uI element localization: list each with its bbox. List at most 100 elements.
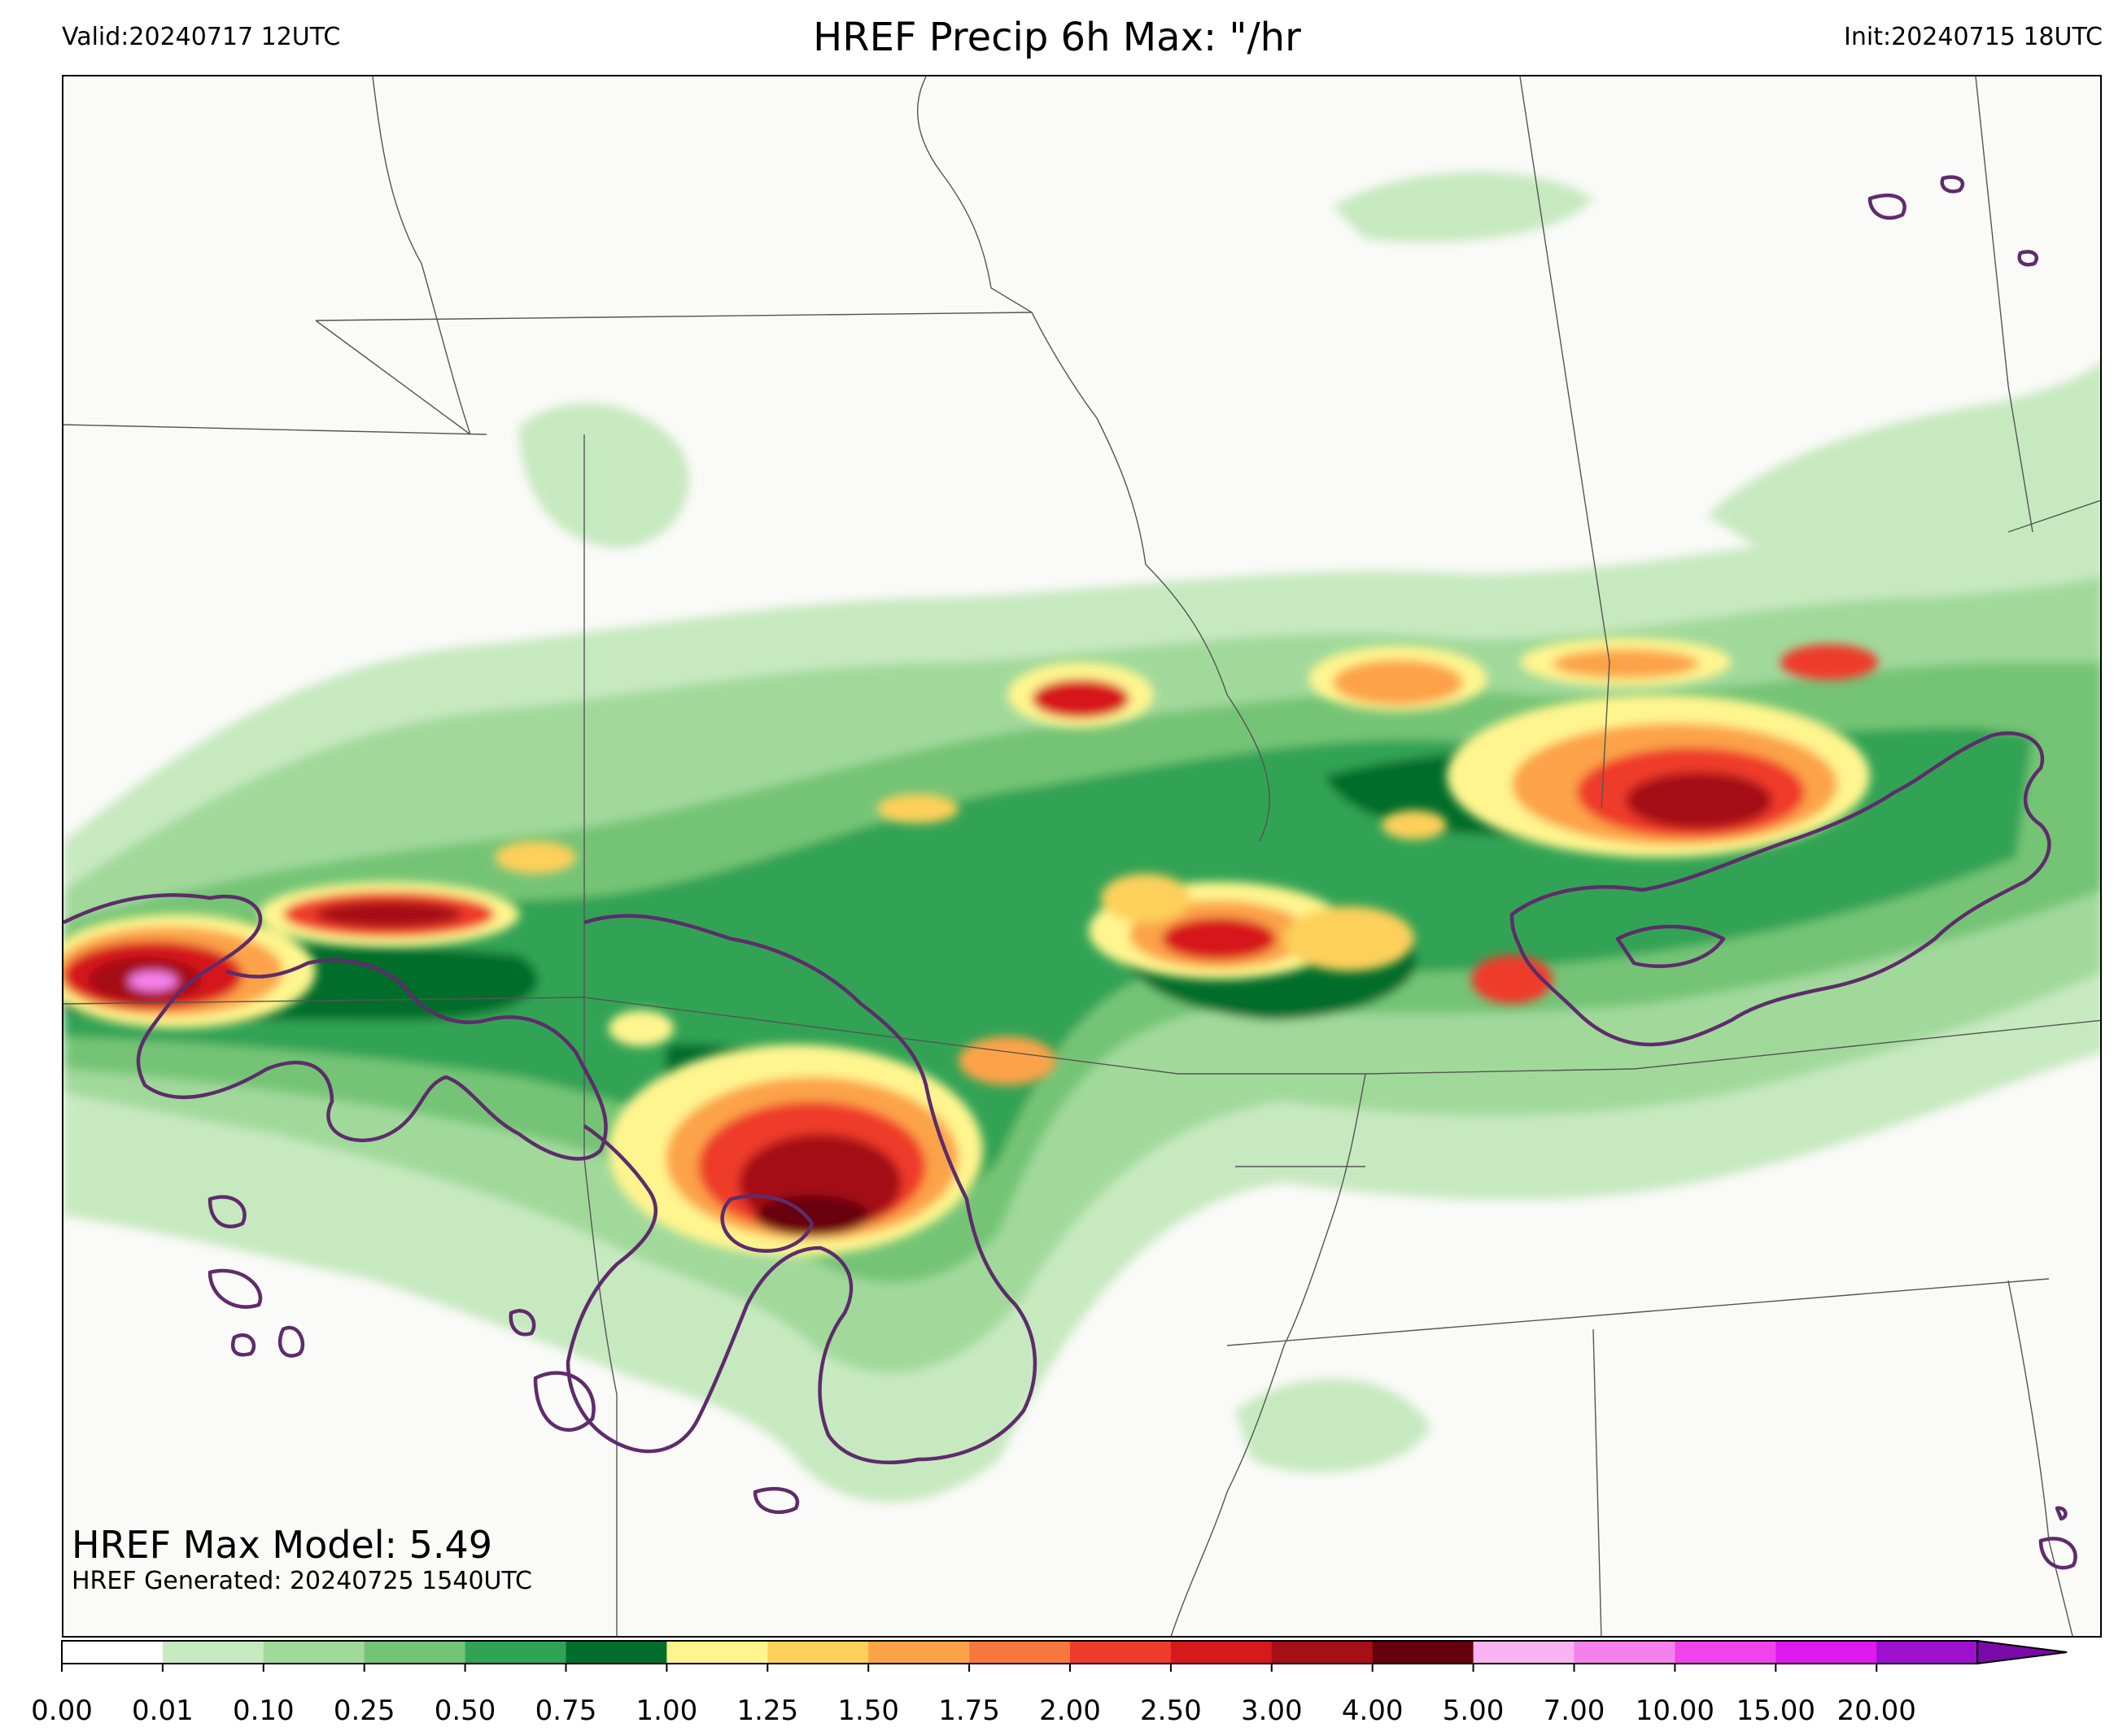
border-line	[916, 76, 1033, 313]
border-line	[1519, 76, 1610, 809]
colorbar-swatch	[1574, 1641, 1675, 1664]
border-line	[1975, 76, 2033, 533]
contour-small-9	[2038, 1537, 2077, 1570]
colorbar-swatch	[969, 1641, 1071, 1664]
cell-small-6	[609, 1010, 674, 1046]
colorbar-tick-label: 1.50	[837, 1695, 899, 1727]
colorbar-swatch	[1876, 1641, 1978, 1664]
colorbar-tick-label: 5.00	[1443, 1695, 1505, 1727]
cell-west-2c	[316, 901, 462, 927]
colorbar-swatch	[1675, 1641, 1776, 1664]
colorbar-tick-label: 0.75	[535, 1695, 597, 1727]
state-borders	[63, 76, 2100, 1636]
cell-small-4	[959, 1036, 1056, 1085]
border-line	[1031, 312, 1270, 842]
colorbar-tick-label: 20.00	[1837, 1695, 1916, 1727]
contour-small-3	[277, 1325, 305, 1358]
colorbar-swatch	[767, 1641, 869, 1664]
colorbar-tick-label: 0.01	[132, 1695, 194, 1727]
cell-small-1	[1101, 874, 1190, 923]
max-model-annotation: HREF Max Model: 5.49	[72, 1523, 493, 1567]
border-line	[583, 1158, 618, 1636]
border-line	[2007, 1280, 2073, 1636]
cell-small-7	[495, 841, 576, 874]
colorbar: 0.00 0.01 0.10 0.25 0.50 0.75 1.00 1.25 1.50 1.75…	[31, 1639, 2068, 1727]
contour-small-5	[753, 1486, 800, 1515]
colorbar-tick-label: 0.10	[233, 1695, 295, 1727]
colorbar-tick-label: 2.00	[1039, 1695, 1101, 1727]
colorbar-swatch	[1372, 1641, 1474, 1664]
colorbar-tick-label: 7.00	[1544, 1695, 1605, 1727]
contour-small-6	[1867, 193, 1907, 220]
precip-map-canvas	[63, 76, 2100, 1636]
colorbar-swatch	[1070, 1641, 1172, 1664]
border-line	[63, 424, 487, 435]
cell-central-e	[755, 1195, 869, 1236]
valid-time-label: Valid:20240717 12UTC	[62, 23, 341, 51]
contour-small-4	[230, 1333, 256, 1357]
colorbar-swatch	[465, 1641, 567, 1664]
outline-contours	[63, 175, 2077, 1570]
cell-small-8	[1382, 810, 1447, 840]
contour-small-7	[1940, 175, 1965, 194]
colorbar-tick-label: 10.00	[1636, 1695, 1714, 1727]
colorbar-swatch	[364, 1641, 466, 1664]
colorbar-swatch	[162, 1641, 264, 1664]
precip-patch-top	[1333, 172, 1593, 242]
contour-west	[63, 893, 608, 1161]
border-line	[315, 312, 1033, 321]
cell-west-1e	[129, 971, 177, 991]
contour-east-inner	[1615, 924, 1726, 968]
cell-east-big-d	[1626, 772, 1772, 829]
colorbar-swatch	[1271, 1641, 1374, 1664]
contour-central	[566, 914, 1037, 1464]
contour-small-1	[207, 1195, 247, 1228]
colorbar-tick-label: 3.00	[1241, 1695, 1303, 1727]
cell-ne-b	[1553, 649, 1699, 678]
colorbar-tick-label: 1.75	[938, 1695, 1000, 1727]
colorbar-swatch	[1473, 1641, 1575, 1664]
contour-small-2	[207, 1268, 263, 1309]
colorbar-swatches	[62, 1641, 1978, 1664]
colorbar-extend-arrow	[1976, 1639, 2068, 1665]
heavy-cells	[63, 638, 1878, 1256]
cell-small-9	[877, 794, 959, 823]
colorbar-tick-label: 0.50	[435, 1695, 496, 1727]
cell-small-5	[1780, 644, 1878, 680]
colorbar-swatch	[263, 1641, 365, 1664]
contour-small-12	[533, 1371, 596, 1433]
colorbar-swatch	[1775, 1641, 1877, 1664]
colorbar-tick-label: 1.25	[736, 1695, 798, 1727]
colorbar-tick-label: 1.00	[636, 1695, 698, 1727]
colorbar-tick-label: 0.25	[334, 1695, 395, 1727]
colorbar-ticks: 0.00 0.01 0.10 0.25 0.50 0.75 1.00 1.25 1.50 1.75…	[31, 1664, 1916, 1727]
colorbar-swatch	[1170, 1641, 1273, 1664]
map-title: HREF Precip 6h Max: "/hr	[813, 15, 1301, 60]
colorbar-tick-label: 4.00	[1342, 1695, 1404, 1727]
colorbar-tick-label: 2.50	[1140, 1695, 1202, 1727]
border-line	[2007, 499, 2100, 533]
border-line	[63, 997, 1365, 1075]
border-line	[372, 76, 471, 435]
colorbar-swatch	[666, 1641, 768, 1664]
cell-north-central-b	[1032, 679, 1129, 718]
init-time-label: Init:20240715 18UTC	[1844, 23, 2103, 51]
precip-patch-se	[1235, 1378, 1430, 1473]
border-line	[1226, 1278, 2050, 1346]
colorbar-swatch	[62, 1641, 164, 1664]
contour-east	[1509, 731, 2051, 1047]
colorbar-frame	[61, 1640, 1979, 1664]
colorbar-swatch	[868, 1641, 970, 1664]
cell-mid-c	[1162, 918, 1276, 960]
border-line	[1170, 1073, 1366, 1636]
cell-small-2	[1284, 906, 1414, 971]
contour-central-inner	[720, 1194, 815, 1253]
contour-small-13	[509, 1309, 536, 1337]
precip-map	[62, 75, 2102, 1638]
precip-band-heavy	[63, 727, 2033, 1217]
cell-east-n-b	[1333, 660, 1463, 705]
precip-patch-ne	[1707, 361, 2100, 556]
colorbar-tick-label: 0.00	[31, 1695, 93, 1727]
precip-patch-n	[519, 403, 689, 548]
border-line	[315, 320, 471, 435]
